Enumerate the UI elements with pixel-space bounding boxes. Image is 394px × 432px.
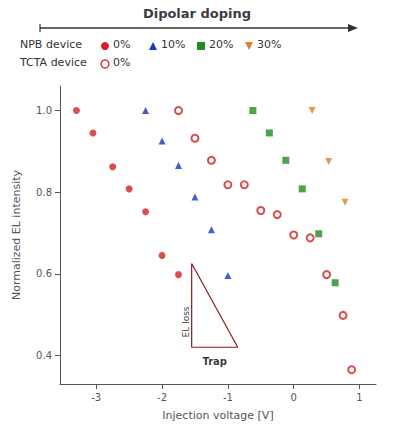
svg-text:0%: 0%	[113, 56, 130, 69]
svg-text:0.6: 0.6	[36, 268, 52, 279]
svg-text:-1: -1	[223, 392, 233, 403]
svg-text:0.8: 0.8	[36, 187, 52, 198]
svg-text:1: 1	[356, 392, 362, 403]
svg-text:TCTA device: TCTA device	[19, 56, 87, 69]
svg-text:-3: -3	[91, 392, 101, 403]
svg-text:Trap: Trap	[202, 356, 227, 367]
svg-text:Dipolar doping: Dipolar doping	[143, 6, 251, 21]
svg-text:0.4: 0.4	[36, 350, 52, 361]
svg-text:1.0: 1.0	[36, 105, 52, 116]
svg-text:0%: 0%	[113, 38, 130, 51]
svg-text:10%: 10%	[161, 38, 185, 51]
svg-text:20%: 20%	[209, 38, 233, 51]
svg-text:Injection voltage [V]: Injection voltage [V]	[162, 409, 273, 422]
svg-text:Normalized EL intensity: Normalized EL intensity	[10, 169, 23, 300]
svg-text:EL loss: EL loss	[181, 306, 191, 337]
svg-text:-2: -2	[157, 392, 167, 403]
svg-text:0: 0	[291, 392, 297, 403]
svg-text:30%: 30%	[257, 38, 281, 51]
svg-text:NPB device: NPB device	[20, 38, 82, 51]
